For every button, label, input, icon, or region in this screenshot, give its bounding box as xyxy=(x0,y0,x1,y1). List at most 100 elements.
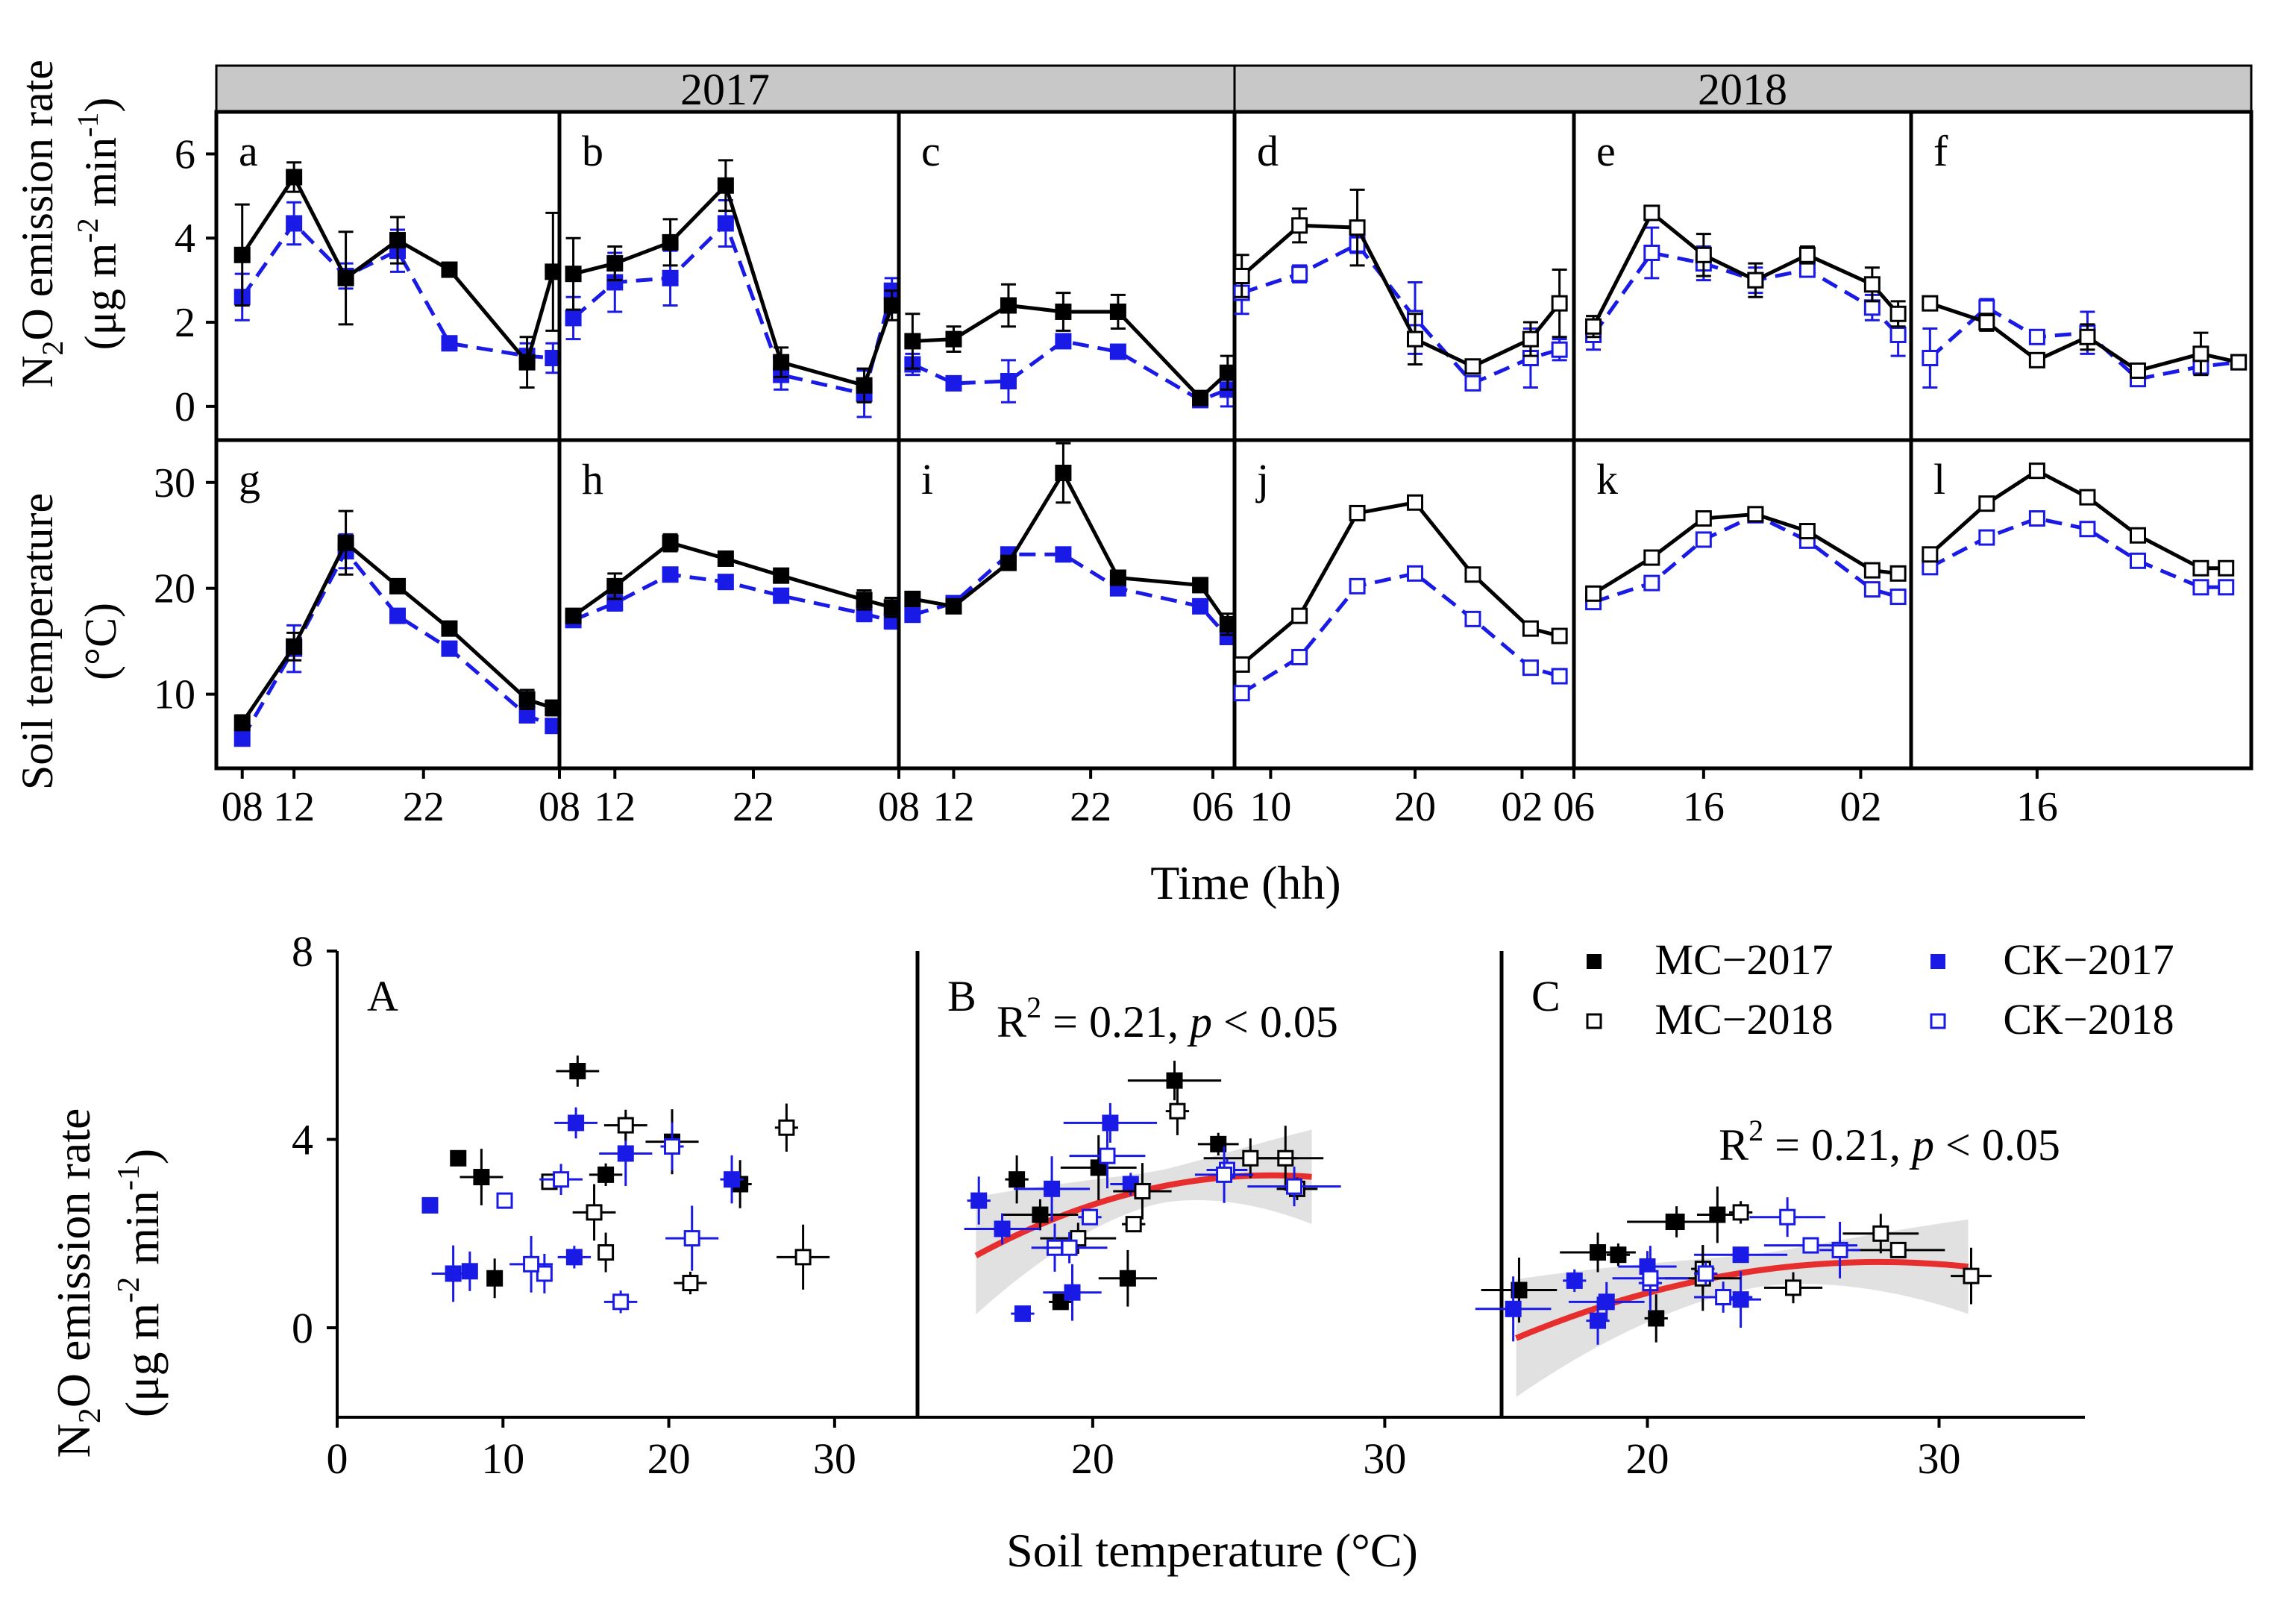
mc-point xyxy=(1747,272,1764,289)
scatter-point xyxy=(1216,1166,1233,1183)
scatter-point xyxy=(1081,1208,1098,1226)
legend-marker-ck2017 xyxy=(1930,954,1945,969)
scatter-point xyxy=(1732,1291,1749,1308)
x-tick-label: 12 xyxy=(932,784,974,830)
mc-point xyxy=(662,534,679,551)
mc-point xyxy=(2079,328,2096,345)
mc-point xyxy=(1407,494,1424,511)
legend-label-ck2018: CK−2018 xyxy=(2003,995,2174,1044)
panel-c: c xyxy=(897,110,1237,442)
mc-series-line xyxy=(1928,468,2227,571)
mc-point xyxy=(337,269,354,286)
y-tick-label: 30 xyxy=(154,460,195,506)
mc-point xyxy=(1055,303,1072,320)
ck-point xyxy=(2028,510,2045,527)
ck-point xyxy=(1109,343,1126,360)
ck-point xyxy=(1863,299,1881,316)
scatter-point xyxy=(1061,1239,1078,1256)
fit-annotation: R2 = 0.21, p < 0.05 xyxy=(1719,1114,2060,1170)
ck-point xyxy=(1349,577,1366,594)
ck-point xyxy=(1233,685,1250,702)
ck-point xyxy=(1643,574,1660,592)
panel-g: 10 20 30 12 22 08 g xyxy=(154,438,562,830)
panel-letter: A xyxy=(367,972,398,1020)
ck-point xyxy=(1978,529,1995,546)
scatter-point xyxy=(1511,1281,1528,1299)
panel-a: 0 2 4 6 a xyxy=(175,110,562,442)
mc-point xyxy=(1798,246,1816,263)
panel-frame xyxy=(1572,110,1913,442)
x-tick-label: 08 xyxy=(539,784,580,830)
panel-h: 12 22 08 h xyxy=(539,438,901,830)
panel-frame xyxy=(1909,110,2253,442)
row2-ylabel-line2: (°C) xyxy=(76,603,125,680)
scatter-point xyxy=(1715,1289,1732,1306)
ck-point xyxy=(441,640,458,657)
ck-point xyxy=(1000,373,1017,390)
x-tick-label: 16 xyxy=(2016,784,2058,830)
scatter-point xyxy=(1598,1293,1615,1311)
mc-point xyxy=(518,691,536,708)
panel-letter: e xyxy=(1596,127,1616,175)
scatter-point xyxy=(450,1149,467,1167)
panel-letter: a xyxy=(239,127,258,175)
panel-letter: l xyxy=(1933,455,1945,503)
mc-point xyxy=(441,261,458,278)
year-label-2018: 2018 xyxy=(1698,65,1787,114)
scatter-x-tick-label: 0 xyxy=(327,1434,348,1483)
scatter-x-tick-label: 30 xyxy=(1363,1434,1406,1483)
panel-frame xyxy=(1909,438,2253,771)
ck-point xyxy=(1522,659,1539,677)
scatter-point xyxy=(1009,1171,1026,1188)
mc-point xyxy=(883,297,900,314)
ck-point xyxy=(2079,521,2096,538)
legend-marker-mc2018 xyxy=(1586,1013,1602,1029)
panel-letter: g xyxy=(239,455,260,503)
mc-point xyxy=(1522,330,1539,348)
scatter-point xyxy=(597,1244,615,1261)
x-tick-label: 08 xyxy=(878,784,920,830)
ck-point xyxy=(717,574,734,591)
scatter-y-tick-label: 8 xyxy=(292,927,313,976)
scatter-point xyxy=(1889,1241,1907,1258)
ck-point xyxy=(441,335,458,352)
scatter-point xyxy=(569,1062,586,1079)
mc-point xyxy=(1863,562,1881,579)
mc-point xyxy=(1695,510,1712,527)
scatter-point xyxy=(586,1204,603,1221)
mc-point xyxy=(773,354,790,371)
scatter-point xyxy=(445,1265,462,1282)
scatter-x-tick-label: 20 xyxy=(1071,1434,1114,1483)
ck-point xyxy=(545,718,562,735)
mc-point xyxy=(1889,305,1907,322)
scatter-point xyxy=(1166,1072,1183,1089)
mc-point xyxy=(1643,204,1660,222)
panel-i: 12 22 08 i xyxy=(878,438,1237,830)
scatter-point xyxy=(553,1171,570,1188)
mc-point xyxy=(1233,656,1250,673)
ck-point xyxy=(1863,581,1881,598)
mc-point xyxy=(1551,295,1568,312)
mc-point xyxy=(2192,345,2209,363)
scatter-point xyxy=(1014,1305,1031,1323)
x-tick-label: 12 xyxy=(273,784,315,830)
panel-letter: f xyxy=(1933,127,1948,175)
mc-point xyxy=(1585,318,1602,335)
panel-letter: C xyxy=(1531,972,1561,1020)
mc-point xyxy=(545,700,562,717)
mc-point xyxy=(565,266,582,283)
mc-point xyxy=(1922,546,1939,563)
mc-point xyxy=(1798,523,1816,540)
mc-point xyxy=(856,377,873,394)
year-strip: 2017 2018 xyxy=(215,64,2253,114)
mc-point xyxy=(1109,569,1126,586)
legend-label-ck2017: CK−2017 xyxy=(2003,935,2174,984)
y-tick-label: 0 xyxy=(175,384,195,430)
bottom-ylabel-line1: N2O emission rate xyxy=(47,1108,107,1458)
panel-letter: j xyxy=(1255,455,1269,503)
y-tick-label: 6 xyxy=(175,131,195,178)
panel-letter: i xyxy=(921,455,933,503)
panel-frame xyxy=(1232,110,1576,442)
mc-point xyxy=(1233,268,1250,284)
